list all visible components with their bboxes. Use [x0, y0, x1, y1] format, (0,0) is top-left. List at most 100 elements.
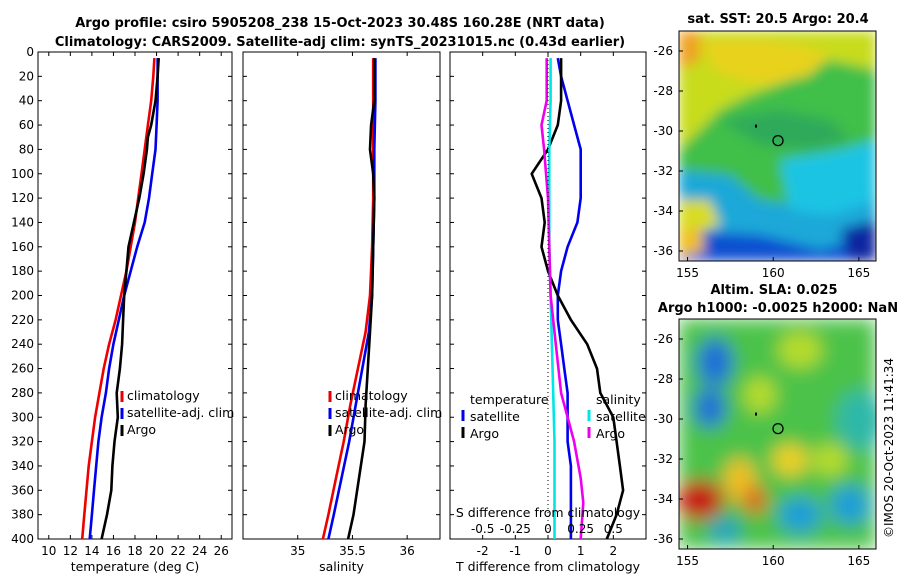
- argo-location-marker: [772, 422, 784, 435]
- x-tick-label: 12: [63, 544, 78, 558]
- map-y-tick-label: -26: [653, 44, 673, 58]
- legend-label: climatology: [127, 388, 200, 403]
- x-tick-label: 2: [610, 544, 618, 558]
- s-diff-tick-label: -0.25: [500, 522, 531, 536]
- legend-label: Argo: [335, 422, 364, 437]
- temperature-frame: [37, 51, 233, 540]
- x-tick-label: 22: [170, 544, 185, 558]
- y-tick-label: 340: [11, 459, 34, 473]
- sst-map-frame: [678, 30, 877, 262]
- s-diff-tick-label: 0.25: [567, 522, 594, 536]
- x-tick-label: 1: [577, 544, 585, 558]
- map-x-tick-label: 155: [676, 554, 699, 568]
- x-tick-label: 20: [149, 544, 164, 558]
- legend-label: satellite: [596, 409, 646, 424]
- s-diff-axis-label: S difference from climatology: [456, 505, 641, 520]
- y-tick-label: 140: [11, 215, 34, 229]
- figure-title-line2: Climatology: CARS2009. Satellite-adj cli…: [55, 35, 625, 50]
- map-y-tick-label: -32: [653, 164, 673, 178]
- x-tick-label: 26: [214, 544, 229, 558]
- temperature-plot: 10 12 14 16 18 20 22 24 260204060801001201401601…: [11, 45, 234, 574]
- map-y-tick-label: -30: [653, 124, 673, 138]
- y-tick-label: 220: [11, 313, 34, 327]
- y-tick-label: 100: [11, 167, 34, 181]
- s-diff-tick-label: 0: [544, 522, 552, 536]
- x-tick-label: 14: [84, 544, 99, 558]
- sla-map-title-line2: Argo h1000: -0.0025 h2000: NaN: [658, 301, 898, 316]
- s-diff-tick-label: -0.5: [471, 522, 494, 536]
- y-tick-label: 240: [11, 337, 34, 351]
- map-x-tick-label: 165: [847, 266, 870, 280]
- salinity-xlabel: salinity: [319, 559, 364, 574]
- s-diff-tick-label: 0.5: [604, 522, 623, 536]
- y-tick-label: 160: [11, 240, 34, 254]
- map-y-tick-label: -36: [653, 244, 673, 258]
- legend-label: satellite: [470, 409, 520, 424]
- y-tick-label: 360: [11, 483, 34, 497]
- y-tick-label: 380: [11, 508, 34, 522]
- salinity-series-climatology: [321, 58, 375, 540]
- x-tick-label: 18: [127, 544, 142, 558]
- y-tick-label: 40: [19, 94, 34, 108]
- sst-heatmap: [679, 31, 876, 261]
- x-tick-label: -1: [509, 544, 521, 558]
- sla-map-frame: [678, 318, 877, 550]
- sst-map-axes: 155 160 165 -26 -28 -30 -32 -34 -36: [653, 44, 870, 280]
- y-tick-label: 400: [11, 532, 34, 546]
- differences-xlabel: T difference from climatology: [455, 559, 641, 574]
- legend-label: satellite-adj. clim: [127, 405, 234, 420]
- temperature-xlabel: temperature (deg C): [71, 559, 200, 574]
- legend-label: satellite-adj. clim: [335, 405, 442, 420]
- map-x-tick-label: 160: [762, 554, 785, 568]
- sla-map-axes: 155 160 165 -26 -28 -30 -32 -34 -36: [653, 332, 870, 568]
- map-x-tick-label: 160: [762, 266, 785, 280]
- map-y-tick-label: -26: [653, 332, 673, 346]
- sla-heatmap: [679, 319, 876, 549]
- y-tick-label: 20: [19, 69, 34, 83]
- sst-map-title: sat. SST: 20.5 Argo: 20.4: [687, 12, 868, 27]
- map-y-tick-label: -28: [653, 372, 673, 386]
- y-tick-label: 80: [19, 142, 34, 156]
- legend-title-salinity: salinity: [596, 392, 641, 407]
- y-tick-label: 280: [11, 386, 34, 400]
- differences-series-t-satellite: [556, 57, 582, 539]
- y-tick-label: 260: [11, 362, 34, 376]
- map-y-tick-label: -36: [653, 532, 673, 546]
- x-tick-label: 35: [290, 544, 305, 558]
- argo-location-marker: [772, 134, 784, 147]
- x-tick-label: 0: [544, 544, 552, 558]
- differences-frame: [449, 51, 647, 540]
- y-tick-label: 320: [11, 435, 34, 449]
- map-x-tick-label: 165: [847, 554, 870, 568]
- temperature-series-climatology: [80, 58, 156, 540]
- temperature-series-argo: [100, 58, 160, 540]
- coast-dot: [755, 412, 758, 416]
- differences-plot: -2 -1 0 1 2T difference from climatology S di…: [449, 51, 647, 574]
- salinity-plot: 35 35.5 36 salinity climatology satellite-adj…: [242, 51, 442, 574]
- imos-watermark: ©IMOS 20-Oct-2023 11:41:34: [882, 358, 896, 538]
- y-tick-label: 120: [11, 191, 34, 205]
- x-tick-label: 16: [106, 544, 121, 558]
- sla-map-title-line1: Altim. SLA: 0.025: [711, 283, 838, 298]
- differences-series-t-argo: [530, 58, 625, 540]
- x-tick-label: -2: [477, 544, 489, 558]
- coast-dot: [755, 124, 758, 128]
- y-tick-label: 180: [11, 264, 34, 278]
- salinity-frame: [242, 51, 441, 540]
- y-tick-label: 300: [11, 410, 34, 424]
- x-tick-label: 35.5: [339, 544, 366, 558]
- legend-label: Argo: [127, 422, 156, 437]
- map-x-tick-label: 155: [676, 266, 699, 280]
- y-tick-label: 0: [26, 45, 34, 59]
- salinity-series-argo: [346, 58, 376, 540]
- y-tick-label: 200: [11, 289, 34, 303]
- legend-title-temperature: temperature: [470, 392, 549, 407]
- legend-label: climatology: [335, 388, 408, 403]
- x-tick-label: 36: [400, 544, 415, 558]
- map-y-tick-label: -34: [653, 492, 673, 506]
- x-tick-label: 10: [41, 544, 56, 558]
- differences-series-s-argo: [540, 58, 585, 540]
- map-y-tick-label: -34: [653, 204, 673, 218]
- map-y-tick-label: -32: [653, 452, 673, 466]
